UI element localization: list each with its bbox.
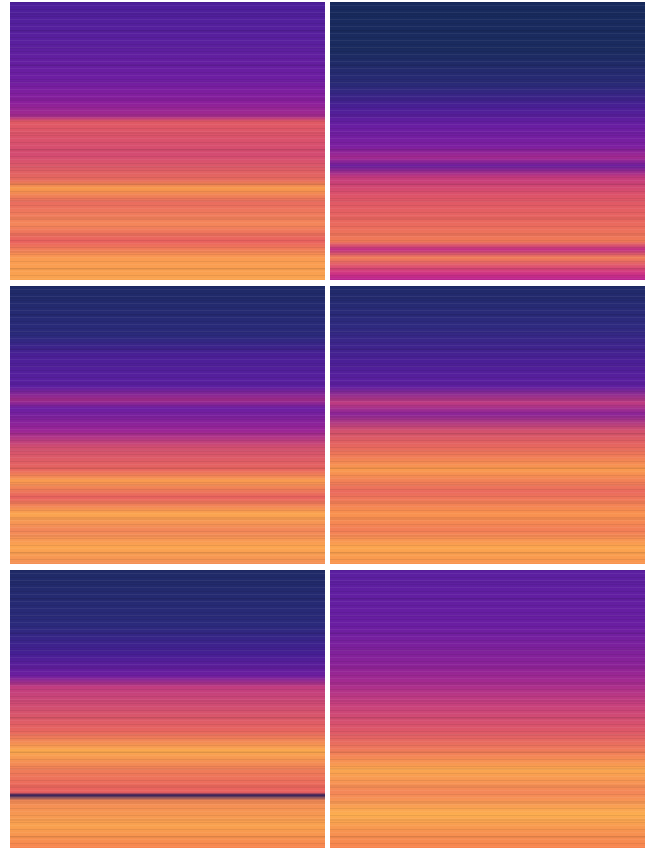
spectrogram-image — [330, 286, 645, 564]
spectrogram-image — [10, 570, 325, 848]
spectrogram-image — [10, 286, 325, 564]
spectrogram-image — [330, 2, 645, 280]
spectrogram-image — [10, 2, 325, 280]
page: {} html, body { margin: 0; padding: 0; b… — [0, 0, 648, 850]
page-body: (() => { const data = JSON.parse(documen… — [0, 0, 648, 850]
spectrogram-image — [330, 570, 645, 848]
